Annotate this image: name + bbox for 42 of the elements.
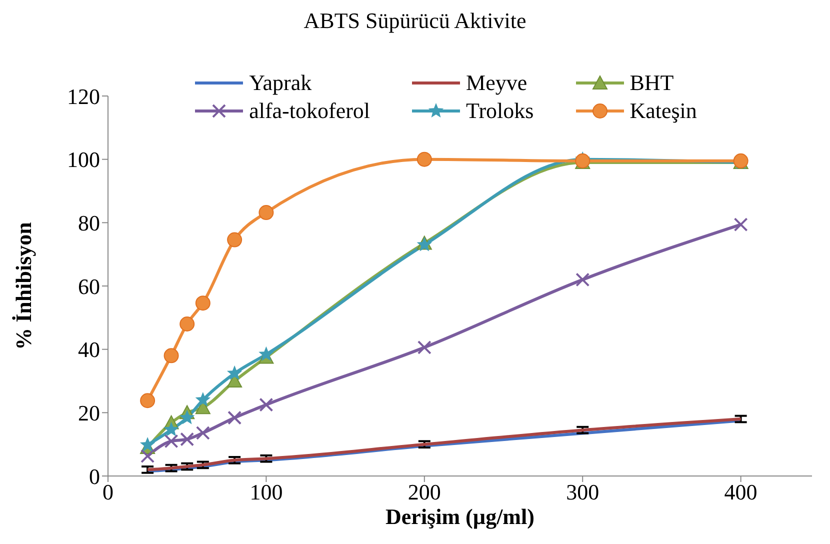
y-tick-label: 100 xyxy=(67,147,100,172)
x-tick-label: 400 xyxy=(724,480,758,505)
legend-label: Kateşin xyxy=(630,98,697,124)
y-tick-label: 120 xyxy=(67,84,100,109)
point xyxy=(180,432,194,446)
point xyxy=(180,316,195,332)
y-tick-label: 40 xyxy=(78,337,100,362)
point xyxy=(227,232,242,248)
point xyxy=(195,392,211,406)
point xyxy=(195,296,210,311)
x-tick-label: 300 xyxy=(566,480,600,505)
x-axis-title: Derişim (µg/ml) xyxy=(386,504,534,529)
x-tick-label: 200 xyxy=(408,480,441,505)
y-tick-label: 80 xyxy=(78,210,100,236)
point xyxy=(164,422,179,436)
point xyxy=(164,348,179,364)
point xyxy=(140,436,156,452)
point xyxy=(196,426,210,440)
point xyxy=(258,205,274,220)
legend-label: Meyve xyxy=(466,70,528,96)
y-tick-label: 20 xyxy=(78,400,100,426)
point xyxy=(416,152,432,167)
y-axis-title: % İnhibisyon xyxy=(10,222,36,350)
legend-label: alfa-tokoferol xyxy=(249,98,370,124)
point xyxy=(576,272,590,287)
point xyxy=(228,410,242,425)
point xyxy=(226,365,242,380)
point xyxy=(258,346,274,361)
legend-label: BHT xyxy=(630,70,674,96)
point xyxy=(259,398,274,412)
point xyxy=(734,218,748,232)
y-tick-label: 60 xyxy=(78,274,100,299)
x-tick-label: 100 xyxy=(250,480,283,505)
point xyxy=(140,449,155,464)
legend-label: Troloks xyxy=(466,98,534,124)
point xyxy=(140,393,156,408)
legend-label: Yaprak xyxy=(249,70,312,96)
point xyxy=(179,410,195,424)
chart-title: ABTS Süpürücü Aktivite xyxy=(302,8,528,35)
point xyxy=(417,340,432,354)
point xyxy=(164,434,178,448)
y-tick-label: 0 xyxy=(89,464,100,489)
